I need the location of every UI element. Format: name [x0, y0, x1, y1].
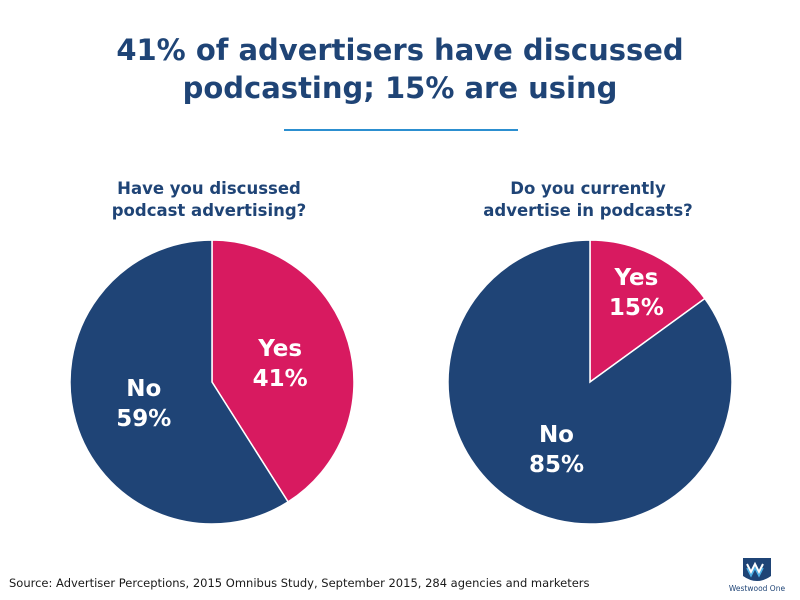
left-chart-title-line-2: podcast advertising? [111, 201, 307, 220]
right-chart-title-line-1: Do you currently [510, 179, 666, 198]
logo-wave-icon [746, 561, 764, 575]
slice-no-value: 59% [116, 406, 171, 432]
page-title-line-2: podcasting; 15% are using [182, 71, 618, 105]
left-chart-title: Have you discussed podcast advertising? [44, 178, 374, 222]
westwood-one-logo: Westwood One [729, 558, 786, 593]
slice-yes-value: 41% [253, 366, 308, 392]
pie-slice-yes [211, 239, 355, 503]
pie-slice-no [69, 239, 290, 525]
pie-slice-no [447, 239, 733, 525]
slice-no-value: 85% [529, 452, 584, 478]
slice-yes-label: Yes [613, 265, 658, 291]
source-note: Source: Advertiser Perceptions, 2015 Omn… [9, 576, 590, 590]
title-underline [284, 129, 518, 131]
slice-no-label: No [126, 376, 161, 402]
slice-yes-label: Yes [257, 336, 302, 362]
slice-yes-value: 15% [609, 295, 664, 321]
right-pie-chart: Yes 15% No 85% [447, 239, 733, 525]
slice-no-label: No [539, 422, 574, 448]
pie-slice-yes [589, 239, 706, 384]
page-title: 41% of advertisers have discussed podcas… [0, 31, 800, 107]
right-chart-title-line-2: advertise in podcasts? [483, 201, 693, 220]
left-chart-title-line-1: Have you discussed [117, 179, 301, 198]
left-pie-chart: Yes 41% No 59% [69, 239, 355, 525]
logo-text: Westwood One [729, 584, 786, 593]
right-chart-title: Do you currently advertise in podcasts? [423, 178, 753, 222]
page-title-line-1: 41% of advertisers have discussed [116, 33, 684, 67]
